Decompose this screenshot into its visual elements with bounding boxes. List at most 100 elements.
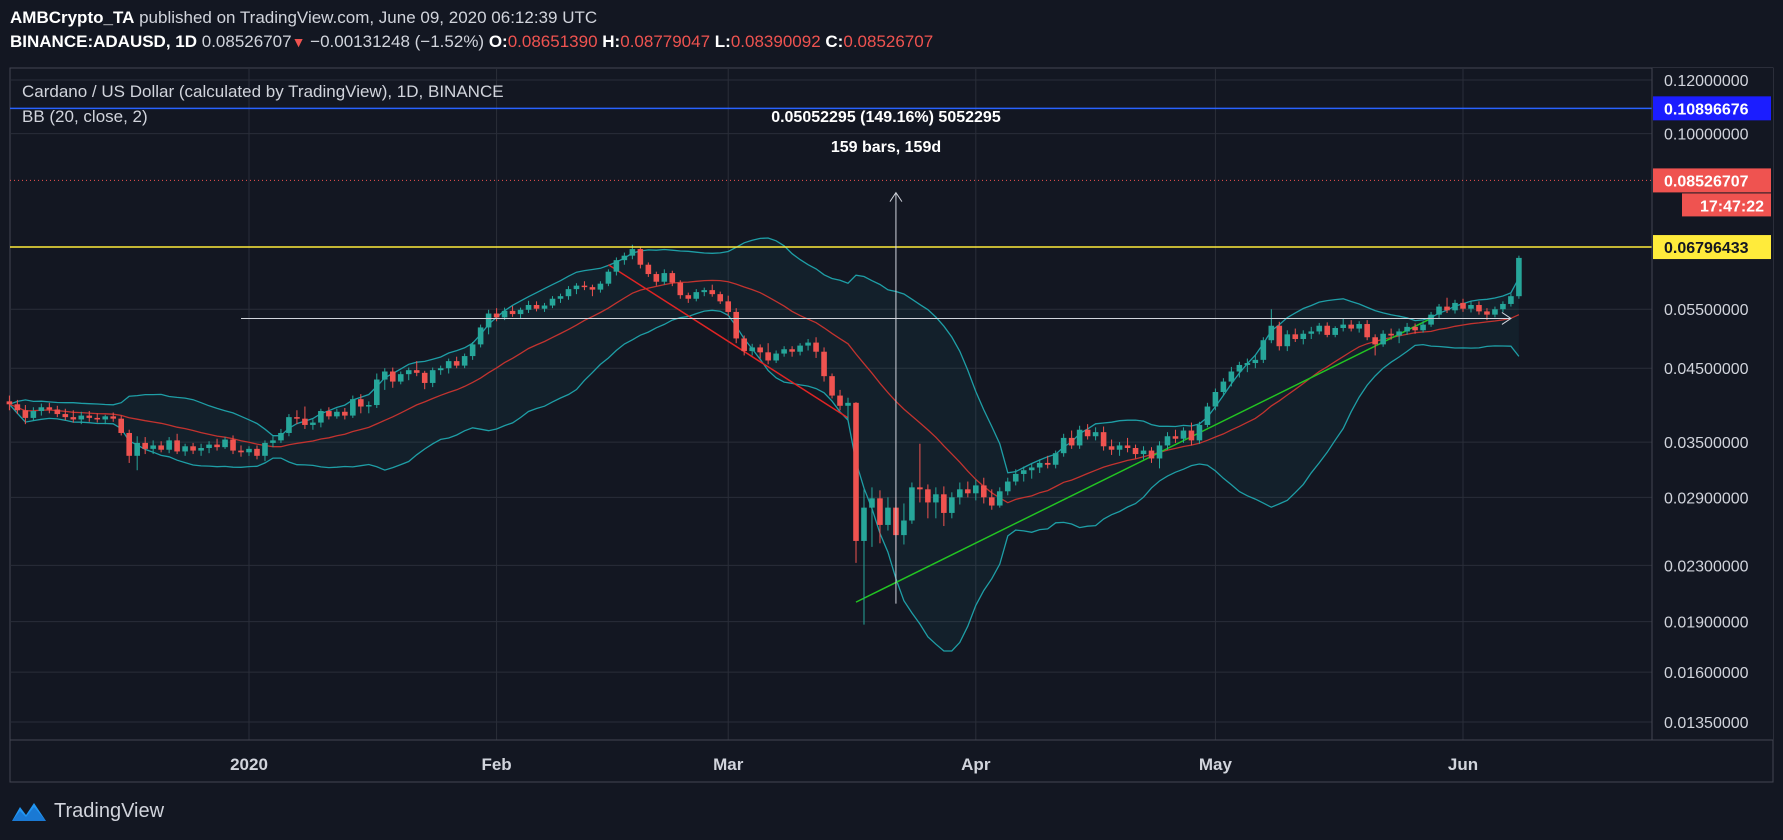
candle-body: [573, 285, 580, 290]
candle-body: [1092, 432, 1099, 437]
candle-body: [853, 402, 859, 541]
resistance-price-badge: 0.10896676: [1664, 101, 1749, 118]
candle-body: [781, 349, 787, 354]
candle-body: [1068, 437, 1075, 446]
candle-body: [709, 290, 716, 295]
candle-body: [1020, 470, 1027, 474]
candle-body: [1388, 333, 1394, 336]
candle-body: [909, 487, 915, 521]
candle-body: [262, 442, 268, 456]
close-label: C:: [825, 32, 844, 51]
candle-body: [1012, 473, 1019, 482]
candle-body: [294, 417, 300, 419]
candle-body: [1116, 445, 1123, 450]
candle-body: [278, 432, 284, 441]
ohlc-line: BINANCE:ADAUSD, 1D 0.08526707▼ −0.001312…: [10, 30, 933, 54]
tradingview-logo-icon: [12, 803, 46, 821]
candle-body: [749, 347, 755, 352]
candle-body: [1484, 311, 1490, 315]
axes: 0.12000000 0.10000000 0.05500000 0.04500000…: [10, 68, 1773, 774]
candle-body: [230, 439, 236, 451]
candle-body: [525, 305, 532, 310]
candle-body: [1452, 302, 1458, 311]
candle-body: [988, 497, 995, 506]
candle-body: [62, 414, 69, 418]
candle-body: [286, 417, 292, 433]
y-tick-label: 0.04500000: [1664, 361, 1749, 378]
countdown-badge-bg: [1682, 193, 1771, 217]
candle-body: [110, 416, 117, 419]
candle-body: [461, 356, 468, 366]
candle-body: [1156, 445, 1163, 459]
candle-body: [78, 415, 85, 420]
candle-body: [334, 411, 340, 417]
candle-body: [685, 295, 692, 299]
candle-body: [541, 305, 548, 309]
candle-body: [6, 401, 13, 405]
y-tick-label: 0.05500000: [1664, 302, 1749, 319]
candle-body: [310, 422, 316, 425]
candle-body: [557, 296, 564, 299]
current-price-badge-bg: [1653, 168, 1771, 193]
trend-lines: [608, 264, 1432, 603]
candle-body: [453, 361, 460, 366]
x-tick-label: Jun: [1448, 755, 1478, 774]
candle-body: [1252, 359, 1259, 364]
candle-body: [861, 507, 867, 541]
candle-body: [837, 395, 843, 406]
candle-body: [302, 418, 308, 425]
candle-body: [238, 450, 244, 453]
candle-body: [246, 448, 252, 453]
candle-body: [829, 376, 835, 396]
candle-body: [1220, 381, 1227, 393]
candle-body: [142, 442, 148, 449]
candle-body: [1236, 364, 1243, 372]
open-label: O:: [488, 32, 508, 51]
candle-body: [941, 494, 947, 513]
candle-body: [653, 274, 660, 282]
bb-basis: [9, 279, 1520, 504]
candle-body: [389, 371, 396, 382]
x-tick-label: Mar: [713, 755, 744, 774]
candle-body: [1508, 296, 1514, 304]
candle-body: [1332, 327, 1339, 335]
candle-body: [797, 345, 803, 352]
candle-body: [30, 411, 37, 418]
candle-body: [973, 485, 979, 494]
candle-body: [629, 249, 636, 256]
candle-body: [980, 485, 987, 498]
candle-body: [373, 379, 380, 406]
candle-body: [925, 489, 931, 503]
candle-body: [1428, 314, 1434, 325]
candle-body: [469, 344, 476, 357]
candle-body: [565, 289, 572, 297]
candle-body: [1292, 334, 1299, 340]
candle-body: [1516, 257, 1522, 297]
indicator-label[interactable]: BB (20, close, 2): [22, 107, 148, 126]
measure-h-arrow: [1501, 312, 1512, 325]
candle-body: [1404, 326, 1410, 332]
candle-body: [1060, 437, 1067, 454]
candle-body: [845, 402, 851, 406]
candle-body: [134, 442, 140, 456]
uptrend-line[interactable]: [855, 317, 1432, 603]
candle-body: [1036, 462, 1043, 468]
downtrend-line[interactable]: [608, 264, 849, 419]
candle-body: [429, 370, 436, 383]
candle-body: [597, 283, 604, 290]
candle-body: [773, 353, 779, 361]
y-tick-label: 0.02900000: [1664, 490, 1749, 507]
candle-body: [725, 301, 732, 312]
brand-name[interactable]: TradingView: [54, 799, 165, 822]
current-price-badge: 0.08526707: [1664, 173, 1749, 190]
y-tick-label: 0.01900000: [1664, 615, 1749, 632]
candle-body: [765, 352, 771, 361]
open-value: 0.08651390: [507, 32, 598, 51]
candle-body: [501, 310, 508, 318]
candle-body: [1396, 331, 1402, 336]
publisher-name[interactable]: AMBCrypto_TA: [10, 8, 135, 27]
candle-body: [445, 361, 452, 369]
candle-body: [589, 287, 596, 290]
candle-body: [118, 418, 125, 433]
